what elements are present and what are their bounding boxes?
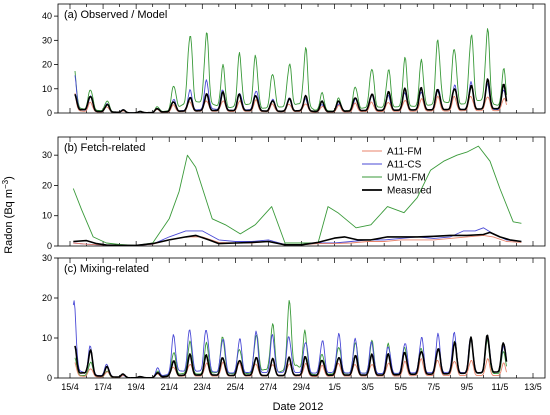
y-tick-label: 20 bbox=[42, 180, 52, 190]
y-axis-label-close: ) bbox=[3, 176, 15, 180]
panel-1-series bbox=[74, 28, 508, 113]
x-tick-label: 5/5 bbox=[394, 382, 407, 392]
x-tick-label: 27/4 bbox=[260, 382, 278, 392]
y-tick-label: 30 bbox=[42, 35, 52, 45]
series-line-um1-fm bbox=[72, 145, 522, 246]
legend-label: Measured bbox=[387, 186, 431, 197]
y-tick-label: 40 bbox=[42, 11, 52, 21]
x-tick-label: 9/5 bbox=[461, 382, 474, 392]
series-line-measured bbox=[74, 78, 508, 113]
y-tick-label: 10 bbox=[42, 211, 52, 221]
legend-label: UM1-FM bbox=[387, 173, 426, 184]
y-tick-label: 0 bbox=[47, 108, 52, 118]
x-tick-label: 11/5 bbox=[491, 382, 508, 392]
series-line-a11-fm bbox=[73, 234, 522, 246]
x-tick-label: 19/4 bbox=[127, 382, 145, 392]
y-axis-label: Radon (Bq m−3) bbox=[1, 176, 15, 254]
y-axis-label-main: Radon (Bq m bbox=[3, 189, 15, 254]
series-line-measured bbox=[73, 231, 522, 246]
x-axis-label: Date 2012 bbox=[273, 401, 324, 413]
x-tick-label: 13/5 bbox=[524, 382, 542, 392]
series-line-measured bbox=[74, 334, 508, 378]
y-tick-label: 20 bbox=[42, 293, 52, 303]
y-tick-label: 10 bbox=[42, 333, 52, 343]
panel-title: (c) Mixing-related bbox=[64, 263, 149, 275]
panel-2-series bbox=[72, 145, 522, 246]
y-tick-label: 20 bbox=[42, 60, 52, 70]
panel-title: (a) Observed / Model bbox=[64, 9, 167, 21]
y-axis-label-sup: −3 bbox=[1, 179, 10, 189]
panel-3-series bbox=[72, 300, 508, 378]
y-tick-label: 10 bbox=[42, 84, 52, 94]
y-tick-label: 0 bbox=[47, 241, 52, 251]
x-tick-label: 17/4 bbox=[94, 382, 112, 392]
panel-title: (b) Fetch-related bbox=[64, 142, 145, 154]
panel-2: 0 10 20 30 (b) Fetch-related bbox=[42, 136, 546, 251]
x-tick-label: 1/5 bbox=[328, 382, 341, 392]
legend: A11-FM A11-CS UM1-FM Measured bbox=[362, 147, 431, 197]
x-tick-label: 3/5 bbox=[361, 382, 374, 392]
x-tick-label: 7/5 bbox=[428, 382, 441, 392]
panel-1: 0 10 20 30 40 (a) Observed / Model bbox=[42, 3, 546, 118]
legend-label: A11-FM bbox=[387, 147, 422, 158]
x-tick-label: 29/4 bbox=[293, 382, 311, 392]
x-tick-label: 25/4 bbox=[227, 382, 245, 392]
y-tick-label: 30 bbox=[42, 150, 52, 160]
legend-label: A11-CS bbox=[387, 160, 422, 171]
x-tick-label: 23/4 bbox=[194, 382, 212, 392]
x-tick-label: 15/4 bbox=[61, 382, 79, 392]
panel-3: 0 10 20 30 15/4 17/4 19/4 21/4 23/4 25/4 27/4 29/4 1… bbox=[42, 253, 546, 392]
y-tick-label: 0 bbox=[47, 373, 52, 383]
y-tick-label: 30 bbox=[42, 253, 52, 263]
x-tick-label: 21/4 bbox=[160, 382, 178, 392]
